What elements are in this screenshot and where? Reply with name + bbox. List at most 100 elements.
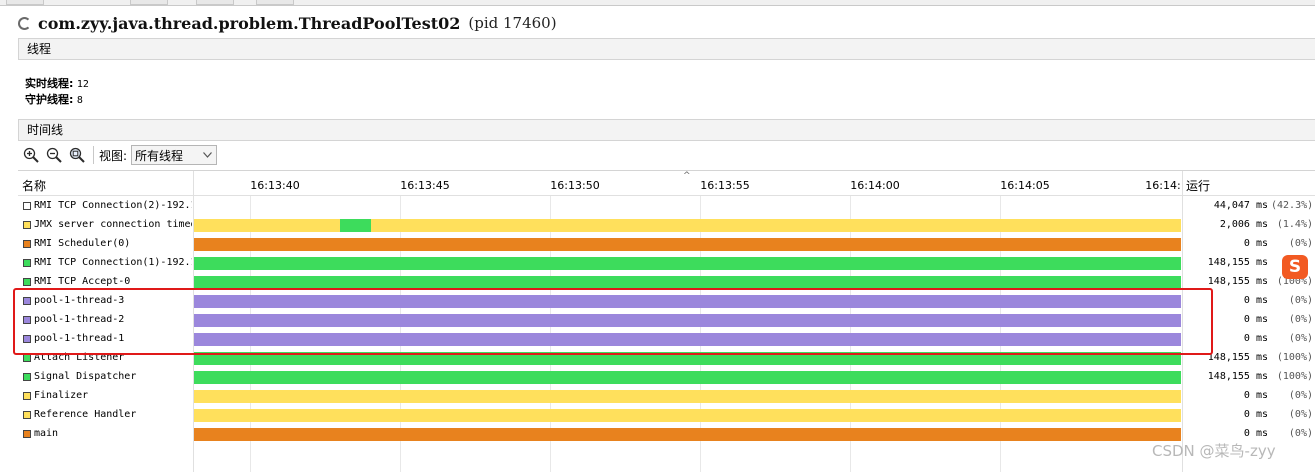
- thread-state-bar-sleeping: [194, 333, 1181, 346]
- run-time: 0 ms: [1243, 390, 1268, 401]
- run-time: 0 ms: [1243, 428, 1268, 439]
- thread-name: pool-1-thread-3: [34, 295, 125, 306]
- run-time: 0 ms: [1243, 314, 1268, 325]
- run-percent: (0%): [1288, 295, 1313, 306]
- thread-state-swatch: [23, 221, 31, 229]
- thread-state-bar-running: [340, 219, 371, 232]
- thread-row[interactable]: RMI Scheduler(0) 0 ms (0%): [18, 235, 1315, 254]
- run-time: 148,155 ms: [1207, 257, 1268, 268]
- thread-state-swatch: [23, 259, 31, 267]
- thread-state-swatch: [23, 316, 31, 324]
- thread-row[interactable]: Attach Listener 148,155 ms (100%): [18, 349, 1315, 368]
- thread-state-bar-park: [194, 428, 1181, 441]
- watermark: CSDN @菜鸟-zyy: [1152, 442, 1276, 460]
- thread-state-bar-sleeping: [194, 314, 1181, 327]
- window-title-bar: com.zyy.java.thread.problem.ThreadPoolTe…: [0, 10, 1315, 36]
- thread-state-bar-running: [194, 257, 1181, 270]
- column-divider[interactable]: [193, 171, 194, 472]
- sogou-input-icon[interactable]: S: [1282, 255, 1308, 279]
- time-tick-label: 16:14:00: [850, 179, 900, 192]
- time-tick-label: 16:13:45: [400, 179, 450, 192]
- thread-row[interactable]: RMI TCP Connection(2)-192.168.1.1 44,047 …: [18, 197, 1315, 216]
- thread-row[interactable]: Signal Dispatcher 148,155 ms (100%): [18, 368, 1315, 387]
- time-tick-label: 16:13:50: [550, 179, 600, 192]
- thread-row[interactable]: Reference Handler 0 ms (0%): [18, 406, 1315, 425]
- thread-name: RMI TCP Accept-0: [34, 276, 131, 287]
- run-percent: (1.4%): [1276, 219, 1313, 230]
- thread-state-bar-waiting: [194, 390, 1181, 403]
- thread-name: Finalizer: [34, 390, 89, 401]
- thread-state-swatch: [23, 411, 31, 419]
- thread-name: pool-1-thread-1: [34, 333, 125, 344]
- zoom-in-icon[interactable]: [22, 146, 40, 164]
- run-time: 148,155 ms: [1207, 371, 1268, 382]
- thread-row[interactable]: RMI TCP Accept-0 148,155 ms (100%): [18, 273, 1315, 292]
- thread-name: Attach Listener: [34, 352, 125, 363]
- thread-state-swatch: [23, 373, 31, 381]
- thread-state-bar-waiting: [194, 409, 1181, 422]
- threads-section-title: 线程: [27, 42, 52, 56]
- thread-state-swatch: [23, 335, 31, 343]
- run-time: 148,155 ms: [1207, 352, 1268, 363]
- run-time: 2,006 ms: [1219, 219, 1268, 230]
- thread-row[interactable]: Finalizer 0 ms (0%): [18, 387, 1315, 406]
- top-tab-strip: [0, 0, 1315, 6]
- thread-name: pool-1-thread-2: [34, 314, 125, 325]
- live-threads-label: 实时线程:: [25, 77, 74, 90]
- thread-state-bar-sleeping: [194, 295, 1181, 308]
- header-divider: [18, 195, 1315, 196]
- thread-row[interactable]: pool-1-thread-2 0 ms (0%): [18, 311, 1315, 330]
- thread-state-swatch: [23, 392, 31, 400]
- column-header-name[interactable]: 名称: [22, 179, 47, 193]
- thread-state-bar-waiting: [194, 219, 341, 232]
- zoom-out-icon[interactable]: [45, 146, 63, 164]
- view-label: 视图:: [99, 148, 128, 163]
- run-percent: (42.3%): [1271, 200, 1314, 211]
- thread-state-bar-waiting: [370, 219, 1181, 232]
- run-time: 0 ms: [1243, 409, 1268, 420]
- run-percent: (100%): [1276, 276, 1313, 287]
- thread-row[interactable]: RMI TCP Connection(1)-192.168.1.1 148,155…: [18, 254, 1315, 273]
- zoom-fit-icon[interactable]: [68, 146, 86, 164]
- run-percent: (0%): [1288, 428, 1313, 439]
- run-time: 44,047 ms: [1213, 200, 1268, 211]
- run-percent: (100%): [1276, 371, 1313, 382]
- top-tab[interactable]: [196, 0, 234, 5]
- run-time: 0 ms: [1243, 238, 1268, 249]
- view-select[interactable]: 所有线程: [131, 145, 218, 165]
- run-time: 0 ms: [1243, 295, 1268, 306]
- top-tab[interactable]: [130, 0, 168, 5]
- timeline-marker-icon[interactable]: ^: [683, 171, 691, 181]
- thread-name: Signal Dispatcher: [34, 371, 137, 382]
- top-tab[interactable]: [256, 0, 294, 5]
- run-percent: (0%): [1288, 390, 1313, 401]
- time-tick-label: 16:14:05: [1000, 179, 1050, 192]
- run-percent: (0%): [1288, 314, 1313, 325]
- column-header-run[interactable]: 运行: [1186, 179, 1211, 193]
- timeline-section-header[interactable]: 时间线: [18, 119, 1315, 141]
- top-tab[interactable]: [6, 0, 44, 5]
- thread-name: RMI TCP Connection(1)-192.168.1.1: [34, 257, 192, 268]
- column-divider[interactable]: [1182, 171, 1183, 472]
- thread-row[interactable]: JMX server connection timeout 2,006 ms (1.…: [18, 216, 1315, 235]
- run-time: 0 ms: [1243, 333, 1268, 344]
- run-time: 148,155 ms: [1207, 276, 1268, 287]
- thread-row[interactable]: main 0 ms (0%): [18, 425, 1315, 444]
- thread-row[interactable]: pool-1-thread-1 0 ms (0%): [18, 330, 1315, 349]
- thread-name: JMX server connection timeout: [34, 219, 192, 230]
- threads-section-header[interactable]: 线程: [18, 38, 1315, 60]
- timeline-section-title: 时间线: [27, 123, 64, 137]
- thread-timeline-grid: 名称 运行 ^ 16:13:40 16:13:45 16:13:50 16:13:55…: [18, 170, 1315, 472]
- run-percent: (0%): [1288, 409, 1313, 420]
- thread-state-swatch: [23, 278, 31, 286]
- run-percent: (100%): [1276, 352, 1313, 363]
- app-title: com.zyy.java.thread.problem.ThreadPoolTe…: [38, 13, 461, 33]
- thread-name: Reference Handler: [34, 409, 137, 420]
- thread-row[interactable]: pool-1-thread-3 0 ms (0%): [18, 292, 1315, 311]
- time-tick-label: 16:13:55: [700, 179, 750, 192]
- toolbar-separator: [93, 146, 94, 164]
- timeline-toolbar: 视图: 所有线程: [22, 144, 218, 166]
- time-tick-label: 16:13:40: [250, 179, 300, 192]
- thread-state-swatch: [23, 354, 31, 362]
- run-percent: (0%): [1288, 333, 1313, 344]
